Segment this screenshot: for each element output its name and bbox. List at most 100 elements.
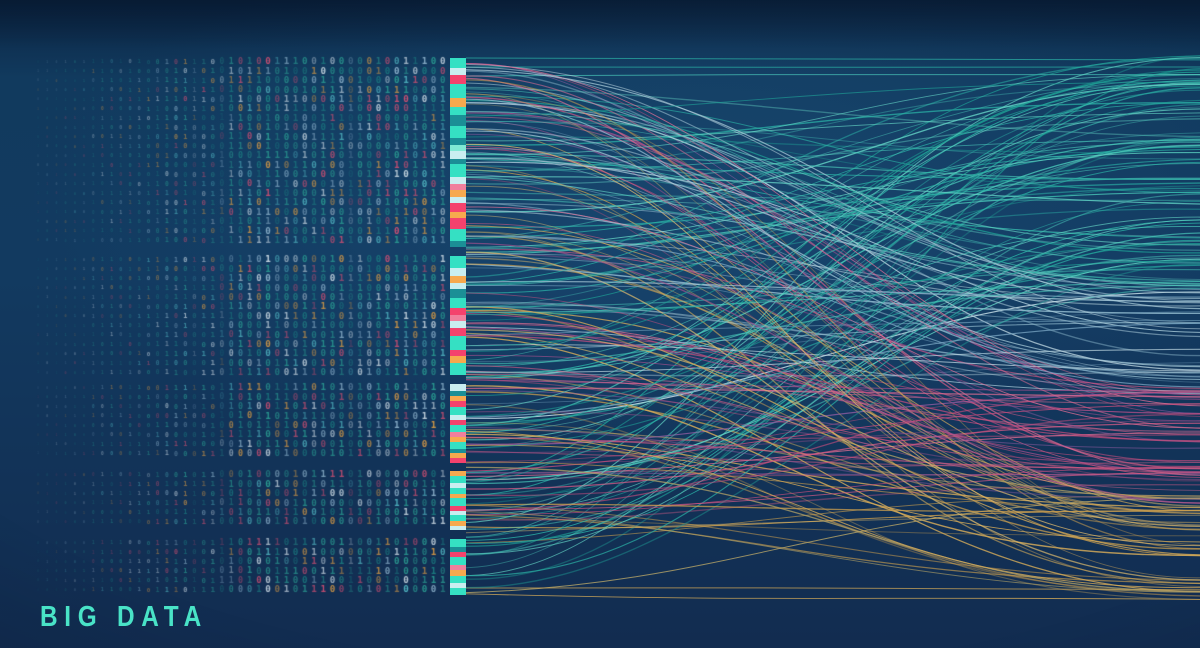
flow-line (465, 348, 1200, 373)
flow-line (465, 376, 1200, 405)
flow-line (465, 334, 1200, 415)
flow-line (465, 176, 1200, 205)
flow-line (465, 263, 1200, 515)
flow-line (465, 444, 1200, 543)
flow-line (465, 55, 1200, 580)
flow-line (465, 120, 1200, 160)
flow-line (465, 191, 1200, 202)
flow-line (465, 497, 1200, 594)
flow-line (465, 75, 1200, 429)
flow-line (465, 164, 1200, 265)
flow-line (465, 430, 1200, 589)
flow-line (465, 472, 1200, 481)
flow-line (465, 154, 1200, 239)
flow-line (465, 344, 1200, 372)
flow-line (465, 287, 1200, 481)
flow-line (465, 495, 1200, 544)
flow-line (465, 85, 1200, 347)
flow-line (465, 78, 1200, 239)
flow-line (465, 336, 1200, 593)
flow-line (465, 267, 1200, 377)
flow-line (465, 370, 1200, 377)
flow-line (465, 140, 1200, 172)
flow-line (465, 461, 1200, 511)
flow-line (465, 436, 1200, 597)
flow-line (465, 120, 1200, 263)
flow-line (465, 413, 1200, 497)
flow-line (465, 280, 1200, 314)
flow-line (465, 292, 1200, 472)
flow-line (465, 182, 1200, 229)
flow-line (465, 379, 1200, 467)
flow-line (465, 420, 1200, 454)
flow-line (465, 390, 1200, 512)
flow-line (465, 251, 1200, 581)
flow-line (465, 371, 1200, 491)
flow-line (465, 79, 1200, 550)
flow-line (465, 242, 1200, 504)
flow-line (465, 517, 1200, 537)
flow-line (465, 322, 1200, 418)
flow-line (465, 284, 1200, 365)
flow-line (465, 466, 1200, 515)
flow-line (465, 503, 1200, 513)
flow-line (465, 235, 1200, 388)
flow-line (465, 191, 1200, 255)
flow-line (465, 111, 1200, 246)
flow-line (465, 280, 1200, 303)
flow-line (465, 214, 1200, 507)
flow-line (465, 139, 1200, 496)
flow-line (465, 116, 1200, 394)
flow-line (465, 178, 1200, 482)
flow-line (465, 176, 1200, 285)
flow-line (465, 483, 1200, 521)
flow-line (465, 89, 1200, 556)
flow-line (465, 472, 1200, 511)
flow-line (465, 327, 1200, 473)
flow-line (465, 112, 1200, 142)
flow-line (465, 132, 1200, 309)
flow-line (465, 511, 1200, 593)
flow-line (465, 426, 1200, 500)
flow-line (465, 303, 1200, 392)
flow-line (465, 69, 1200, 352)
flow-line (465, 130, 1200, 368)
flow-line (465, 201, 1200, 519)
flow-line (465, 68, 1200, 547)
flow-line (465, 149, 1200, 239)
flow-line (465, 320, 1200, 336)
flow-line (465, 258, 1200, 481)
flow-line (465, 70, 1200, 357)
flow-line (465, 144, 1200, 379)
big-data-title: BIG DATA (40, 601, 208, 633)
flow-line (465, 587, 1200, 591)
flow-line (465, 354, 1200, 414)
flow-line (465, 63, 1200, 330)
flow-line (465, 263, 1200, 589)
flow-line (465, 243, 1200, 449)
flow-line (465, 102, 1200, 283)
flow-line (465, 239, 1200, 577)
flow-line (465, 332, 1200, 500)
flow-line (465, 74, 1200, 77)
flow-line (465, 385, 1200, 557)
flow-line (465, 80, 1200, 361)
flow-line (465, 112, 1200, 400)
flow-line (465, 77, 1200, 476)
flow-line (465, 187, 1200, 250)
flow-line (465, 74, 1200, 156)
flow-line (465, 82, 1200, 411)
flow-line (465, 83, 1200, 213)
flow-line (465, 115, 1200, 569)
flow-line (465, 113, 1200, 192)
flow-line (465, 157, 1200, 251)
flow-line (465, 206, 1200, 429)
flow-line (465, 219, 1200, 555)
flow-line (465, 79, 1200, 378)
flow-line (465, 152, 1200, 248)
flow-line (465, 436, 1200, 470)
flow-line (465, 223, 1200, 436)
flow-line (465, 138, 1200, 426)
